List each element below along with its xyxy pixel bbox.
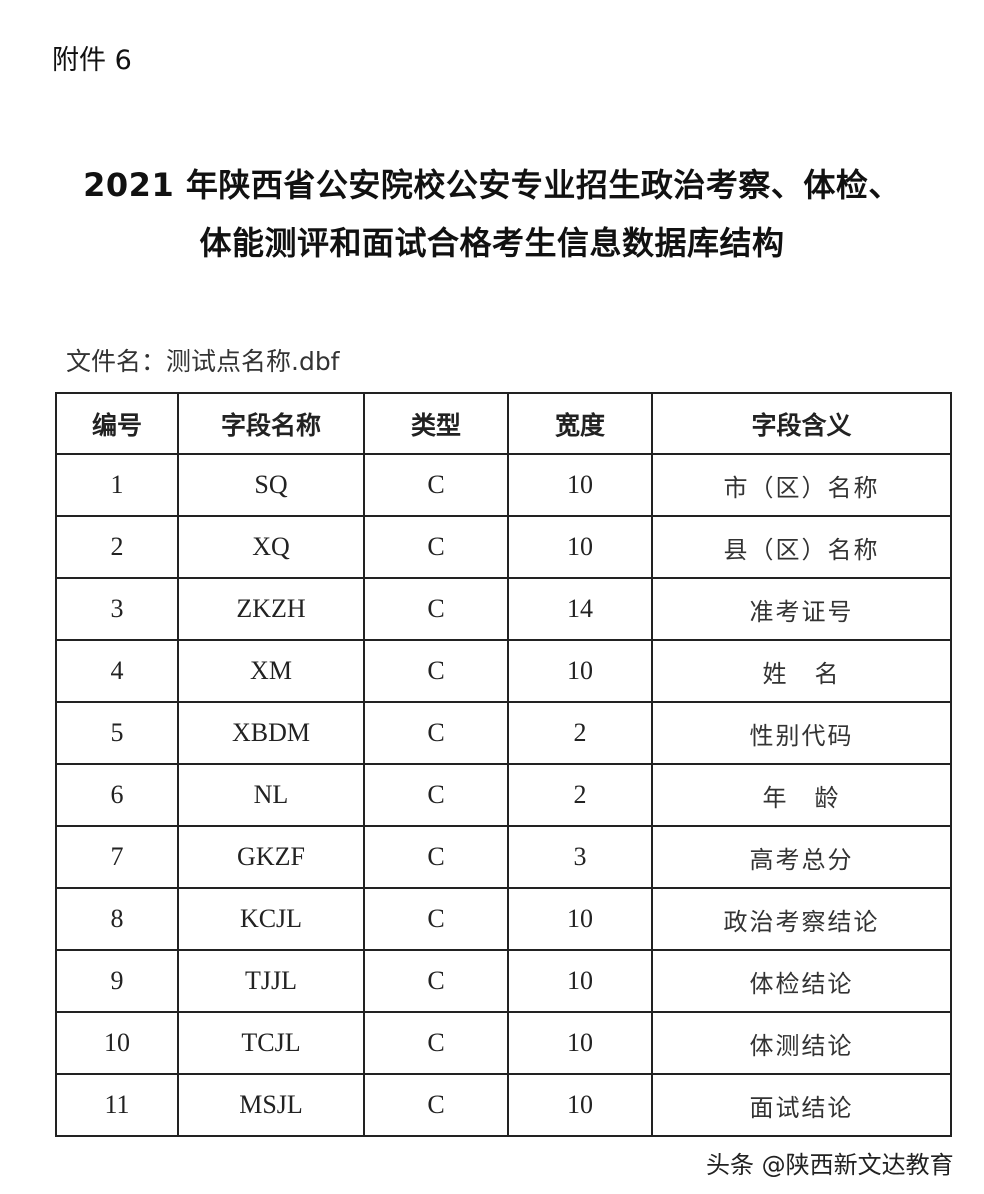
column-header: 字段含义 [651, 392, 952, 455]
attachment-label: 附件 6 [52, 45, 132, 76]
table-cell: 市（区）名称 [651, 453, 952, 517]
table-row: 9 TJJL C 10 体检结论 [55, 949, 952, 1013]
table-row: 5 XBDM C 2 性别代码 [55, 701, 952, 765]
table-cell: 准考证号 [651, 577, 952, 641]
table-header-row: 编号 字段名称 类型 宽度 字段含义 [55, 392, 952, 455]
table-row: 11 MSJL C 10 面试结论 [55, 1073, 952, 1137]
table-cell: MSJL [177, 1073, 365, 1137]
table-cell: XBDM [177, 701, 365, 765]
table-cell: 高考总分 [651, 825, 952, 889]
table-row: 2 XQ C 10 县（区）名称 [55, 515, 952, 579]
table-cell: 姓 名 [651, 639, 952, 703]
table-cell: 9 [55, 949, 179, 1013]
table-cell: 6 [55, 763, 179, 827]
table-cell: 政治考察结论 [651, 887, 952, 951]
table-cell: C [363, 1011, 509, 1075]
table-cell: 体检结论 [651, 949, 952, 1013]
table-row: 10 TCJL C 10 体测结论 [55, 1011, 952, 1075]
column-header: 字段名称 [177, 392, 365, 455]
table-cell: 4 [55, 639, 179, 703]
table-cell: C [363, 639, 509, 703]
table-cell: 2 [55, 515, 179, 579]
document-title-line-2: 体能测评和面试合格考生信息数据库结构 [199, 224, 785, 262]
column-header: 宽度 [507, 392, 653, 455]
table-row: 6 NL C 2 年 龄 [55, 763, 952, 827]
table-cell: 10 [507, 515, 653, 579]
table-cell: 10 [507, 453, 653, 517]
table-cell: 2 [507, 763, 653, 827]
table-cell: 14 [507, 577, 653, 641]
table-row: 8 KCJL C 10 政治考察结论 [55, 887, 952, 951]
table-cell: 性别代码 [651, 701, 952, 765]
table-cell: SQ [177, 453, 365, 517]
table-cell: C [363, 949, 509, 1013]
table-cell: KCJL [177, 887, 365, 951]
table-row: 7 GKZF C 3 高考总分 [55, 825, 952, 889]
table-cell: ZKZH [177, 577, 365, 641]
database-structure-table: 编号 字段名称 类型 宽度 字段含义 1 SQ C 10 市（区）名称 2 XQ C 10 县（区）名称 3… [55, 392, 952, 1137]
table-cell: C [363, 1073, 509, 1137]
table-cell: C [363, 577, 509, 641]
table-cell: 10 [507, 1073, 653, 1137]
table-cell: 年 龄 [651, 763, 952, 827]
table-cell: C [363, 453, 509, 517]
table-cell: 8 [55, 887, 179, 951]
watermark: 头条 @陕西新文达教育 [706, 1151, 954, 1179]
table-row: 1 SQ C 10 市（区）名称 [55, 453, 952, 517]
table-row: 4 XM C 10 姓 名 [55, 639, 952, 703]
table-cell: C [363, 763, 509, 827]
table-cell: 3 [507, 825, 653, 889]
document-title-line-1: 2021 年陕西省公安院校公安专业招生政治考察、体检、 [83, 166, 901, 204]
table-cell: 5 [55, 701, 179, 765]
table-cell: 体测结论 [651, 1011, 952, 1075]
table-cell: GKZF [177, 825, 365, 889]
table-cell: C [363, 701, 509, 765]
table-cell: 10 [507, 639, 653, 703]
table-cell: C [363, 825, 509, 889]
table-cell: 1 [55, 453, 179, 517]
table-cell: 县（区）名称 [651, 515, 952, 579]
table-cell: 10 [55, 1011, 179, 1075]
table-cell: C [363, 887, 509, 951]
table-cell: 3 [55, 577, 179, 641]
table-cell: NL [177, 763, 365, 827]
column-header: 类型 [363, 392, 509, 455]
table-cell: TCJL [177, 1011, 365, 1075]
table-cell: XM [177, 639, 365, 703]
table-cell: 10 [507, 887, 653, 951]
table-cell: 10 [507, 949, 653, 1013]
table-cell: 10 [507, 1011, 653, 1075]
table-cell: 2 [507, 701, 653, 765]
table-cell: TJJL [177, 949, 365, 1013]
table-cell: 11 [55, 1073, 179, 1137]
table-cell: 面试结论 [651, 1073, 952, 1137]
table-cell: 7 [55, 825, 179, 889]
table-cell: C [363, 515, 509, 579]
column-header: 编号 [55, 392, 179, 455]
file-name-label: 文件名：测试点名称.dbf [66, 347, 340, 376]
table-cell: XQ [177, 515, 365, 579]
table-row: 3 ZKZH C 14 准考证号 [55, 577, 952, 641]
